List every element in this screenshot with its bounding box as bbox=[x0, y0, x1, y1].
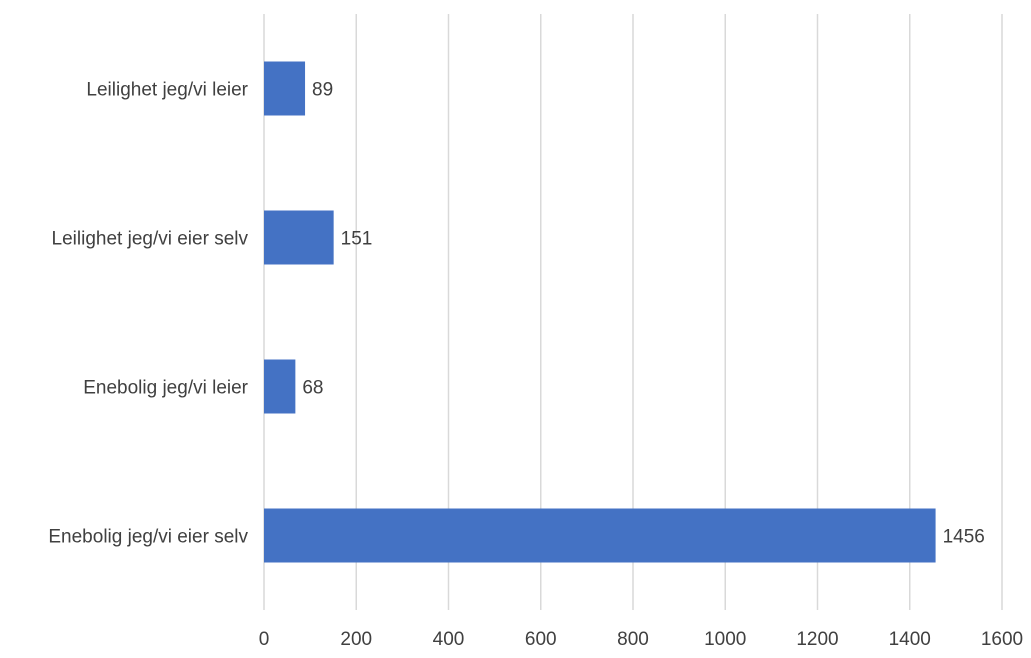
bar bbox=[264, 210, 334, 265]
x-tick-label: 1400 bbox=[889, 629, 931, 650]
data-label: 89 bbox=[312, 80, 333, 101]
category-label: Enebolig jeg/vi leier bbox=[83, 378, 248, 399]
x-tick-label: 400 bbox=[433, 629, 465, 650]
x-tick-label: 1200 bbox=[796, 629, 838, 650]
x-tick-label: 1000 bbox=[704, 629, 746, 650]
category-label: Leilighet jeg/vi leier bbox=[86, 80, 248, 101]
data-label: 151 bbox=[341, 229, 373, 250]
bars bbox=[264, 61, 936, 563]
bar bbox=[264, 359, 296, 414]
labels: 0 200 400 600 800 1000 1200 1400 1600 Enebolig je… bbox=[48, 80, 1023, 651]
bar bbox=[264, 61, 306, 116]
gridlines bbox=[263, 14, 1003, 610]
x-tick-label: 200 bbox=[340, 629, 372, 650]
x-tick-label: 0 bbox=[259, 629, 270, 650]
category-label: Leilighet jeg/vi eier selv bbox=[52, 229, 249, 250]
x-tick-label: 800 bbox=[617, 629, 649, 650]
bar bbox=[264, 508, 936, 563]
x-tick-label: 600 bbox=[525, 629, 557, 650]
category-label: Enebolig jeg/vi eier selv bbox=[48, 527, 248, 548]
data-label: 68 bbox=[302, 378, 323, 399]
x-tick-label: 1600 bbox=[981, 629, 1023, 650]
data-label: 1456 bbox=[943, 527, 985, 548]
